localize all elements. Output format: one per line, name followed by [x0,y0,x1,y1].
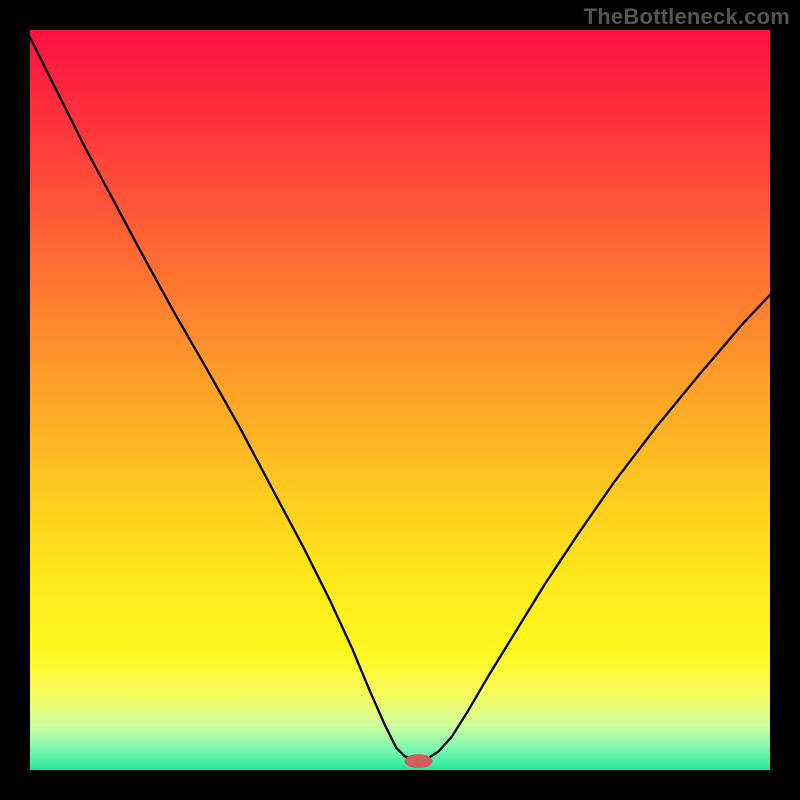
bottleneck-chart [0,0,800,800]
optimal-marker [405,754,433,768]
plot-background [30,30,770,770]
watermark-text: TheBottleneck.com [584,4,790,30]
